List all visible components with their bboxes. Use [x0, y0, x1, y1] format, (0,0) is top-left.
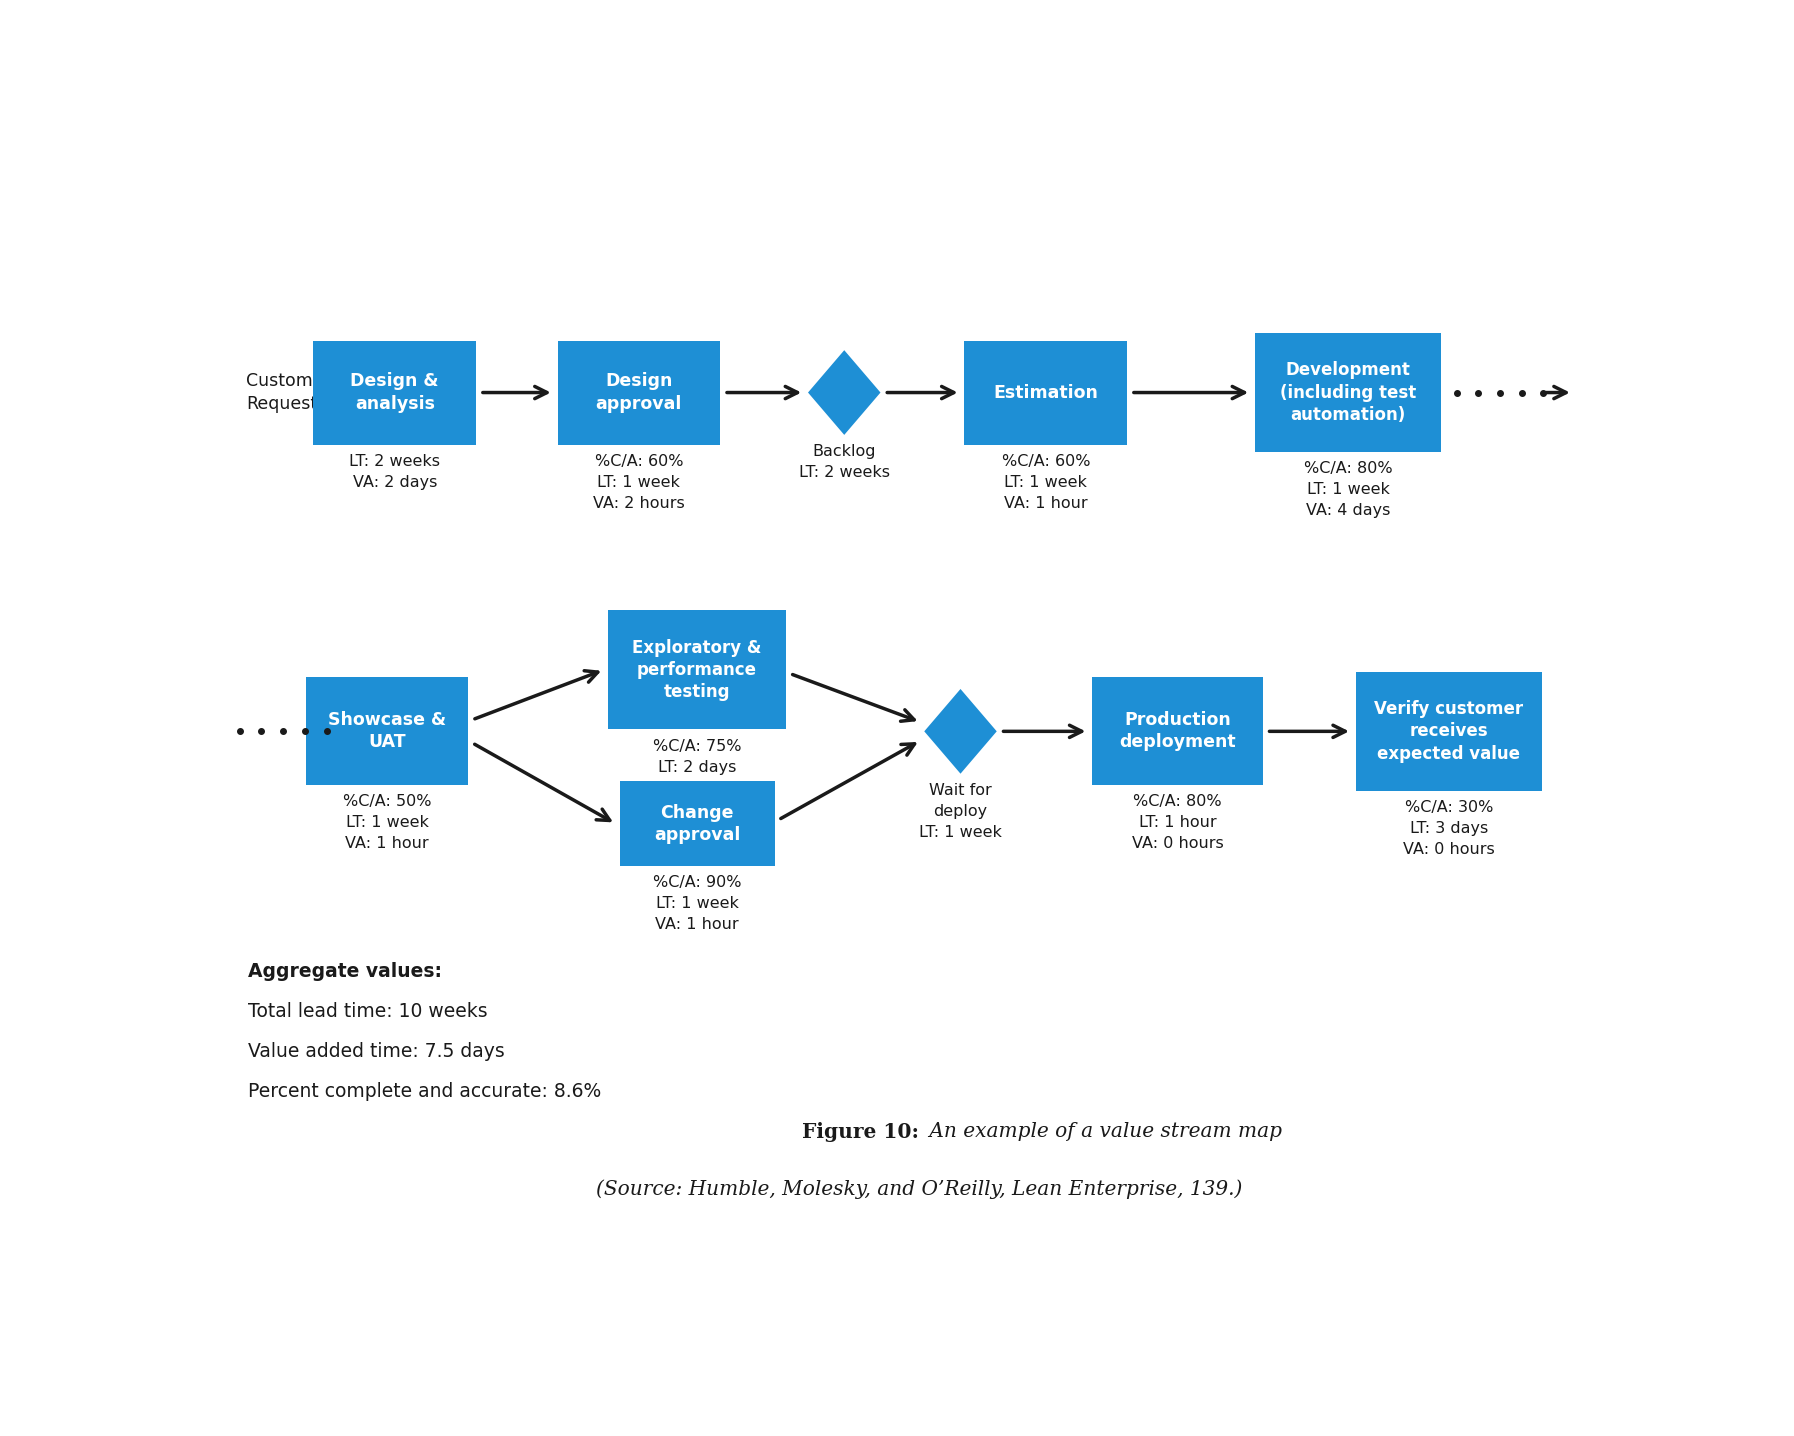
Text: (Source: Humble, Molesky, and O’Reilly, Lean Enterprise, 139.): (Source: Humble, Molesky, and O’Reilly, … — [596, 1179, 1243, 1199]
Polygon shape — [924, 689, 997, 774]
Text: An example of a value stream map: An example of a value stream map — [924, 1123, 1283, 1142]
Text: Design &
analysis: Design & analysis — [350, 372, 440, 412]
Text: Total lead time: 10 weeks: Total lead time: 10 weeks — [248, 1002, 488, 1021]
Text: Development
(including test
automation): Development (including test automation) — [1279, 362, 1415, 424]
Text: Figure 10:: Figure 10: — [802, 1122, 919, 1142]
FancyBboxPatch shape — [558, 340, 719, 445]
Text: Estimation: Estimation — [994, 383, 1098, 402]
Text: Backlog
LT: 2 weeks: Backlog LT: 2 weeks — [798, 444, 890, 480]
FancyBboxPatch shape — [619, 781, 775, 866]
FancyBboxPatch shape — [305, 678, 468, 785]
Text: Exploratory &
performance
testing: Exploratory & performance testing — [631, 639, 762, 701]
FancyBboxPatch shape — [608, 610, 786, 729]
Text: Customer
Request: Customer Request — [246, 372, 330, 412]
FancyBboxPatch shape — [1093, 678, 1263, 785]
Text: %C/A: 60%
LT: 1 week
VA: 2 hours: %C/A: 60% LT: 1 week VA: 2 hours — [594, 454, 685, 511]
Text: Design
approval: Design approval — [596, 372, 682, 412]
Text: %C/A: 75%
LT: 2 days
VA: 1 day: %C/A: 75% LT: 2 days VA: 1 day — [653, 738, 741, 796]
Text: %C/A: 80%
LT: 1 hour
VA: 0 hours: %C/A: 80% LT: 1 hour VA: 0 hours — [1132, 794, 1224, 852]
FancyBboxPatch shape — [1356, 672, 1541, 791]
Text: Value added time: 7.5 days: Value added time: 7.5 days — [248, 1043, 504, 1061]
Text: LT: 2 weeks
VA: 2 days: LT: 2 weeks VA: 2 days — [350, 454, 440, 490]
Text: %C/A: 60%
LT: 1 week
VA: 1 hour: %C/A: 60% LT: 1 week VA: 1 hour — [1001, 454, 1091, 511]
Text: Percent complete and accurate: 8.6%: Percent complete and accurate: 8.6% — [248, 1083, 601, 1101]
Text: %C/A: 50%
LT: 1 week
VA: 1 hour: %C/A: 50% LT: 1 week VA: 1 hour — [343, 794, 431, 852]
FancyBboxPatch shape — [965, 340, 1127, 445]
Text: %C/A: 90%
LT: 1 week
VA: 1 hour: %C/A: 90% LT: 1 week VA: 1 hour — [653, 876, 741, 932]
Text: Change
approval: Change approval — [653, 804, 741, 844]
FancyBboxPatch shape — [314, 340, 475, 445]
Text: %C/A: 80%
LT: 1 week
VA: 4 days: %C/A: 80% LT: 1 week VA: 4 days — [1304, 461, 1392, 518]
Text: Production
deployment: Production deployment — [1119, 711, 1236, 751]
Text: Wait for
deploy
LT: 1 week: Wait for deploy LT: 1 week — [919, 783, 1001, 840]
Text: Aggregate values:: Aggregate values: — [248, 962, 441, 981]
Polygon shape — [807, 350, 881, 435]
Text: %C/A: 30%
LT: 3 days
VA: 0 hours: %C/A: 30% LT: 3 days VA: 0 hours — [1403, 800, 1494, 857]
Text: Showcase &
UAT: Showcase & UAT — [328, 711, 447, 751]
Text: Verify customer
receives
expected value: Verify customer receives expected value — [1374, 701, 1523, 763]
FancyBboxPatch shape — [1256, 333, 1441, 452]
